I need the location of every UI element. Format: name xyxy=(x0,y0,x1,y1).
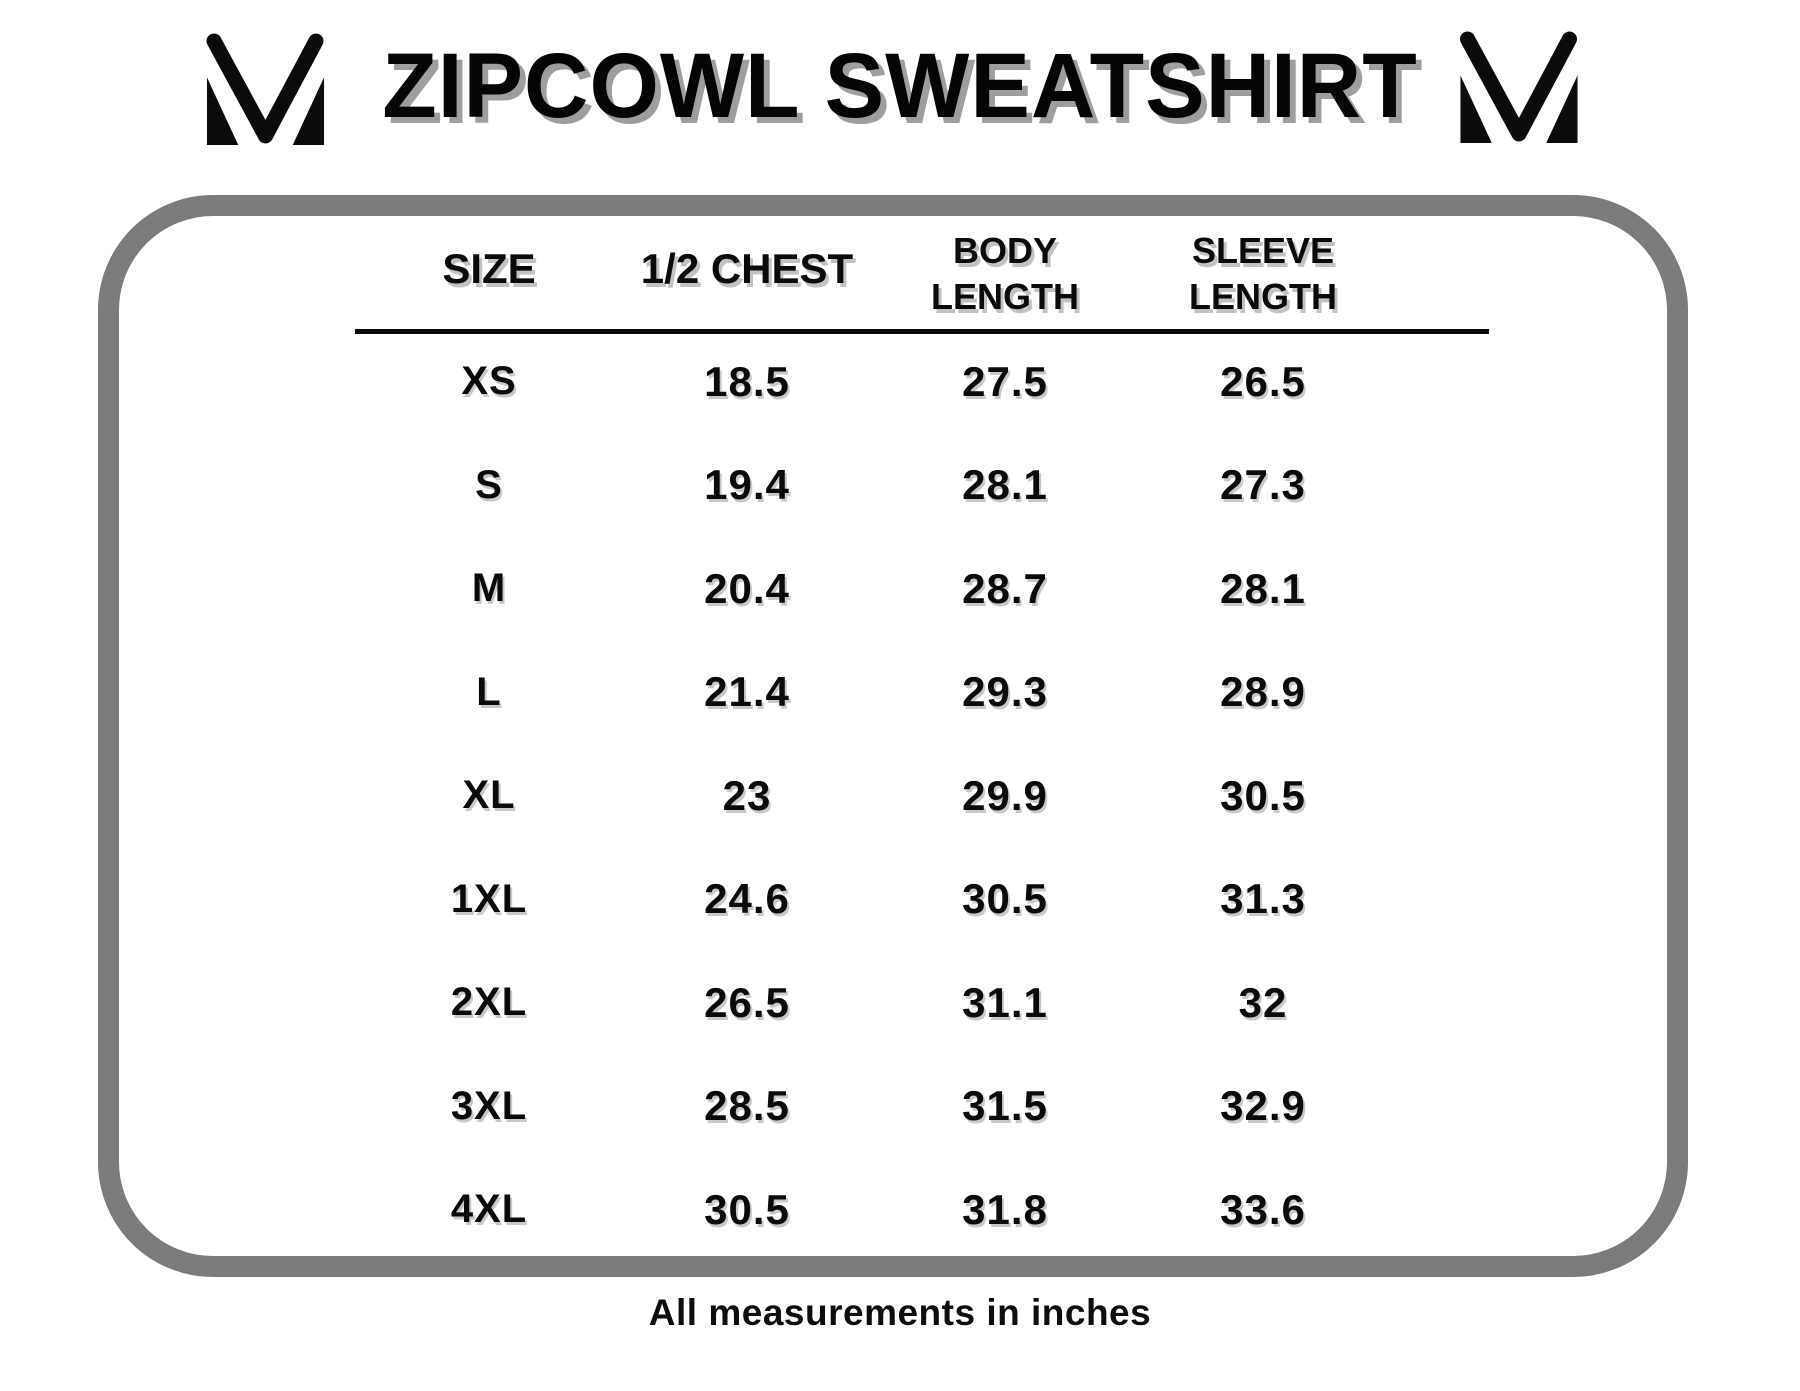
cell-size: XS xyxy=(461,359,517,404)
cell-sleeve-length: 28.1 xyxy=(1220,564,1306,612)
table-row: 3XL 28.5 31.5 32.9 xyxy=(360,1055,1392,1159)
cell-size: XL xyxy=(462,773,516,818)
cell-body-length: 31.8 xyxy=(962,1185,1048,1233)
brand-monogram-icon-left xyxy=(206,33,325,145)
cell-body-length: 31.1 xyxy=(962,978,1048,1026)
brand-monogram-icon-right xyxy=(1459,31,1578,143)
table-row: 2XL 26.5 31.1 32 xyxy=(360,951,1392,1055)
table-header-rule xyxy=(355,329,1489,334)
column-header-size: SIZE xyxy=(442,245,536,293)
cell-half-chest: 28.5 xyxy=(704,1082,790,1130)
cell-size: 2XL xyxy=(450,980,528,1025)
cell-body-length: 30.5 xyxy=(962,875,1048,923)
cell-sleeve-length: 32 xyxy=(1238,978,1288,1026)
cell-body-length: 29.9 xyxy=(962,771,1048,819)
cell-sleeve-length: 33.6 xyxy=(1220,1185,1306,1233)
table-row: 1XL 24.6 30.5 31.3 xyxy=(360,848,1392,952)
table-row: M 20.4 28.7 28.1 xyxy=(360,537,1392,641)
cell-size: 4XL xyxy=(450,1187,528,1232)
table-row: XL 23 29.9 30.5 xyxy=(360,744,1392,848)
cell-half-chest: 26.5 xyxy=(704,978,790,1026)
cell-sleeve-length: 28.9 xyxy=(1220,668,1306,716)
footnote: All measurements in inches xyxy=(648,1292,1152,1333)
table-row: 4XL 30.5 31.8 33.6 xyxy=(360,1158,1392,1262)
table-row: XS 18.5 27.5 26.5 xyxy=(360,330,1392,434)
table-body: XS 18.5 27.5 26.5 S 19.4 28.1 27.3 M 20.… xyxy=(360,330,1392,1262)
column-header-body-length: BODY LENGTH xyxy=(931,229,1079,317)
table-row: S 19.4 28.1 27.3 xyxy=(360,434,1392,538)
cell-sleeve-length: 30.5 xyxy=(1220,771,1306,819)
cell-half-chest: 18.5 xyxy=(704,357,790,405)
page-title: ZIPCOWL SWEATSHIRT xyxy=(382,35,1418,137)
cell-body-length: 28.1 xyxy=(962,461,1048,509)
cell-sleeve-length: 26.5 xyxy=(1220,357,1306,405)
cell-sleeve-length: 32.9 xyxy=(1220,1082,1306,1130)
cell-half-chest: 24.6 xyxy=(704,875,790,923)
cell-half-chest: 21.4 xyxy=(704,668,790,716)
cell-sleeve-length: 27.3 xyxy=(1220,461,1306,509)
table-row: L 21.4 29.3 28.9 xyxy=(360,641,1392,745)
cell-size: L xyxy=(476,669,502,714)
cell-body-length: 28.7 xyxy=(962,564,1048,612)
cell-half-chest: 20.4 xyxy=(704,564,790,612)
cell-body-length: 31.5 xyxy=(962,1082,1048,1130)
cell-half-chest: 23 xyxy=(722,771,772,819)
column-header-half-chest: 1/2 CHEST xyxy=(640,245,854,293)
cell-half-chest: 19.4 xyxy=(704,461,790,509)
cell-body-length: 27.5 xyxy=(962,357,1048,405)
cell-sleeve-length: 31.3 xyxy=(1220,875,1306,923)
size-chart-frame xyxy=(98,195,1688,1277)
cell-size: 1XL xyxy=(450,876,528,921)
cell-size: S xyxy=(475,462,503,507)
cell-size: 3XL xyxy=(450,1083,528,1128)
cell-half-chest: 30.5 xyxy=(704,1185,790,1233)
cell-body-length: 29.3 xyxy=(962,668,1048,716)
table-header-row: SIZE 1/2 CHEST BODY LENGTH SLEEVE LENGTH xyxy=(360,190,1392,320)
column-header-sleeve-length: SLEEVE LENGTH xyxy=(1189,229,1337,317)
cell-size: M xyxy=(471,566,507,611)
